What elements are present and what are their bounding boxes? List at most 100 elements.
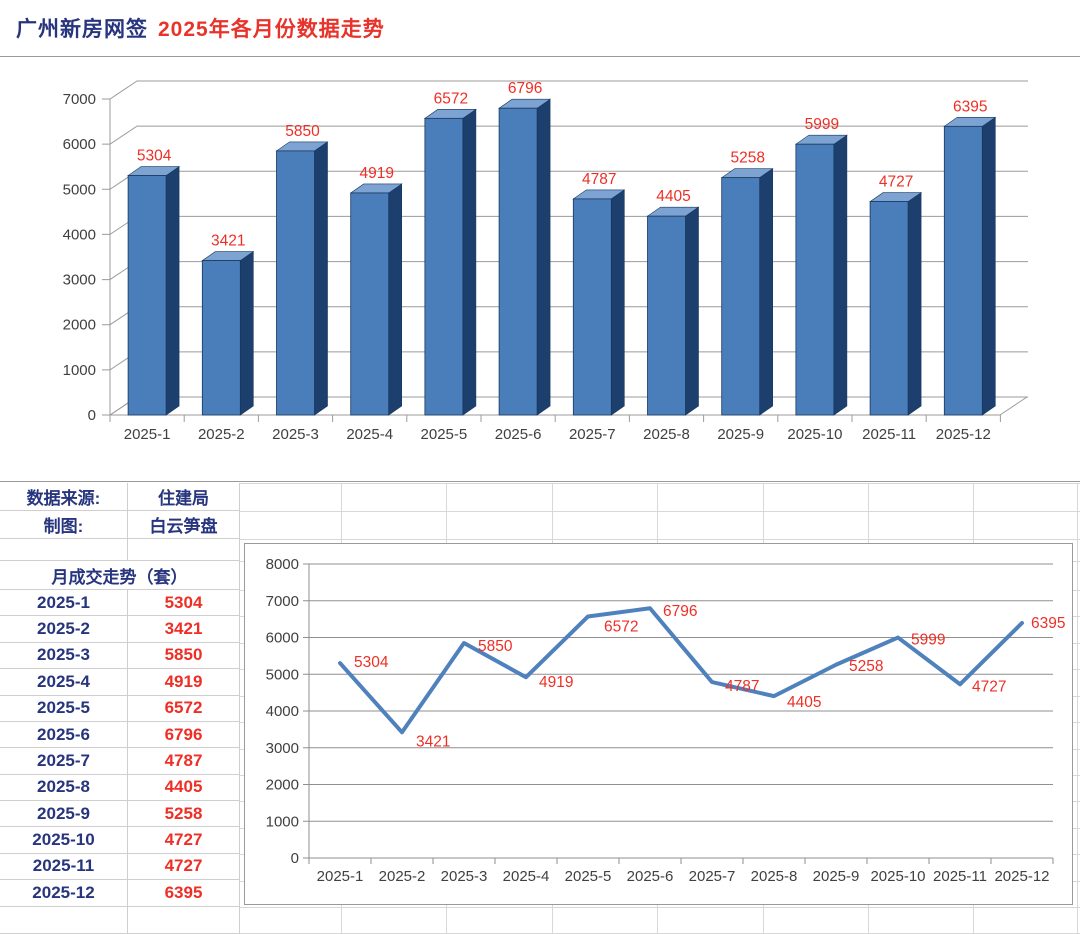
bar-chart-object[interactable]: 0 1000 2000 3000 4000 5000 6000 7000 2025-1 2025-…: [0, 56, 1080, 482]
bar-2025-7[interactable]: [572, 198, 612, 416]
table-row: [0, 906, 240, 934]
bar-2025-11[interactable]: [869, 201, 909, 416]
point-value-label: 6395: [1031, 615, 1065, 632]
x-axis-label: 2025-11: [862, 426, 916, 443]
monthly-table: 数据来源: 住建局 制图: 白云笋盘 月成交走势（套） 2025-1 5304 20…: [0, 483, 240, 934]
table-row: 2025-8 4405: [0, 774, 240, 801]
month-cell[interactable]: 2025-8: [0, 774, 128, 801]
page-title-secondary: 2025年各月份数据走势: [158, 17, 385, 41]
empty-cell[interactable]: [128, 539, 240, 561]
bar-2025-10[interactable]: [795, 143, 835, 416]
month-cell[interactable]: 2025-1: [0, 590, 128, 617]
x-axis-label: 2025-1: [124, 426, 171, 443]
x-axis-label: 2025-5: [565, 868, 612, 885]
value-cell[interactable]: 4405: [128, 774, 240, 801]
table-row: 2025-5 6572: [0, 695, 240, 722]
value-cell[interactable]: 6796: [128, 721, 240, 749]
table-header-cell[interactable]: 月成交走势（套）: [0, 561, 240, 590]
x-axis-label: 2025-9: [717, 426, 764, 443]
bar-value-label: 5999: [805, 116, 839, 133]
value-cell[interactable]: 4787: [128, 748, 240, 775]
y-axis-label: 4000: [63, 226, 96, 243]
table-row: 2025-9 5258: [0, 801, 240, 828]
table-row: 数据来源: 住建局: [0, 483, 240, 511]
bar-side-face: [759, 168, 774, 416]
table-row: 2025-10 4727: [0, 827, 240, 854]
month-cell[interactable]: 2025-5: [0, 695, 128, 722]
bar-value-label: 5304: [137, 148, 172, 165]
line-chart-object[interactable]: 0 1000 2000 3000 4000 5000 6000 7000 8000 2025-1 2…: [244, 543, 1073, 905]
table-row: 2025-3 5850: [0, 642, 240, 670]
bar-side-face: [981, 116, 996, 416]
bar-2025-6[interactable]: [498, 107, 538, 416]
point-value-label: 5304: [354, 654, 389, 671]
month-cell[interactable]: 2025-10: [0, 827, 128, 854]
chart-by-value-cell[interactable]: 白云笋盘: [128, 511, 240, 539]
bar-side-face: [536, 98, 551, 416]
bar-2025-12[interactable]: [943, 125, 983, 416]
bar-2025-1[interactable]: [127, 175, 167, 416]
month-cell[interactable]: 2025-11: [0, 853, 128, 881]
x-axis-label: 2025-6: [627, 868, 674, 885]
month-cell[interactable]: 2025-4: [0, 669, 128, 696]
y-axis-label: 2000: [63, 317, 96, 334]
table-row: 2025-2 3421: [0, 616, 240, 643]
month-cell[interactable]: 2025-2: [0, 616, 128, 643]
point-value-label: 6796: [663, 603, 697, 620]
bar-2025-8[interactable]: [647, 215, 686, 416]
bar-value-label: 4405: [656, 188, 690, 205]
bar-gridline: [102, 125, 1028, 145]
bar-2025-2[interactable]: [201, 260, 241, 416]
point-value-label: 4787: [725, 678, 759, 695]
month-cell[interactable]: 2025-9: [0, 801, 128, 828]
month-cell[interactable]: 2025-7: [0, 748, 128, 775]
value-cell[interactable]: 5850: [128, 642, 240, 670]
table-row: 2025-4 4919: [0, 669, 240, 696]
bar-side-face: [685, 206, 699, 416]
month-cell[interactable]: 2025-3: [0, 642, 128, 670]
bar-value-label: 4727: [879, 174, 913, 191]
point-value-label: 4919: [539, 674, 573, 691]
empty-cell[interactable]: [0, 906, 128, 934]
point-value-label: 4727: [972, 678, 1006, 695]
y-axis-label: 5000: [63, 181, 96, 198]
y-axis-label: 3000: [63, 272, 96, 289]
x-axis-label: 2025-11: [933, 868, 987, 885]
bar-2025-9[interactable]: [721, 177, 761, 416]
month-cell[interactable]: 2025-6: [0, 721, 128, 749]
chart-by-label-cell[interactable]: 制图:: [0, 511, 128, 539]
x-axis-label: 2025-2: [379, 868, 426, 885]
value-cell[interactable]: 4727: [128, 853, 240, 881]
value-cell[interactable]: 6572: [128, 695, 240, 722]
x-axis-label: 2025-6: [495, 426, 542, 443]
source-value-cell[interactable]: 住建局: [128, 483, 240, 511]
x-axis-label: 2025-8: [643, 426, 690, 443]
value-cell[interactable]: 3421: [128, 616, 240, 643]
bar-gridline: [102, 170, 1028, 190]
value-cell[interactable]: 6395: [128, 880, 240, 907]
trend-line[interactable]: [338, 606, 1024, 735]
title-cell[interactable]: 广州新房网签 2025年各月份数据走势: [0, 0, 988, 55]
page-title-primary: 广州新房网签: [16, 17, 148, 41]
empty-cell[interactable]: [0, 539, 128, 561]
y-axis-label: 7000: [63, 91, 96, 108]
value-cell[interactable]: 4919: [128, 669, 240, 696]
y-axis-label: 0: [88, 407, 96, 424]
bar-side-face: [833, 134, 848, 416]
value-cell[interactable]: 5258: [128, 801, 240, 828]
bar-value-label: 6796: [508, 80, 542, 97]
value-cell[interactable]: 5304: [128, 590, 240, 617]
bar-side-face: [610, 189, 625, 416]
bar-2025-3[interactable]: [276, 150, 315, 416]
bar-2025-5[interactable]: [424, 117, 464, 416]
source-label-cell[interactable]: 数据来源:: [0, 483, 128, 511]
y-axis-label: 5000: [266, 666, 299, 683]
y-axis-label: 8000: [266, 556, 299, 573]
empty-cell[interactable]: [128, 906, 240, 934]
value-cell[interactable]: 4727: [128, 827, 240, 854]
bar-2025-4[interactable]: [350, 192, 390, 416]
table-row: 2025-11 4727: [0, 853, 240, 881]
x-axis-label: 2025-7: [569, 426, 616, 443]
month-cell[interactable]: 2025-12: [0, 880, 128, 907]
